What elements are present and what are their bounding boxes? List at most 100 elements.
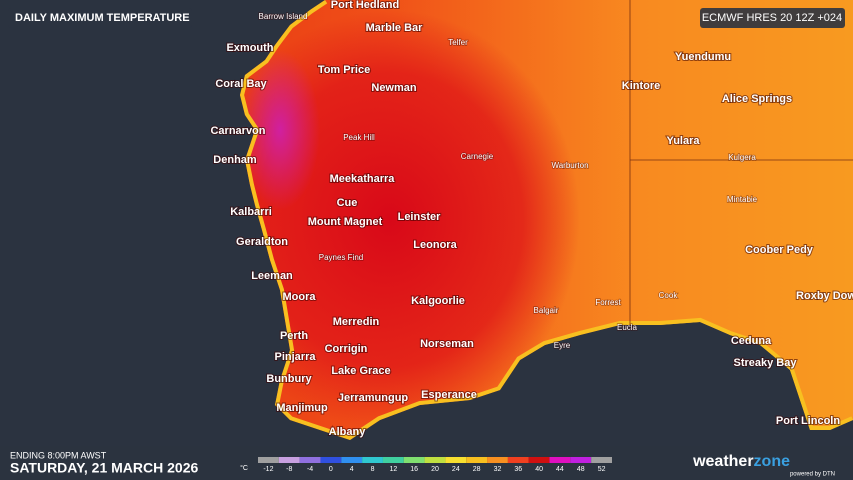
place-label: Kalbarri	[230, 206, 272, 218]
brand-part: weather	[692, 453, 753, 470]
place-label: Yulara	[666, 135, 700, 147]
place-label: Lake Grace	[331, 365, 390, 377]
legend-swatch	[382, 457, 404, 463]
legend-tick-label: 52	[598, 466, 606, 473]
legend-tick-label: 24	[452, 466, 460, 473]
legend-tick-label: 40	[535, 466, 543, 473]
place-label: Newman	[371, 82, 417, 94]
place-label-minor: Forrest	[595, 298, 621, 307]
place-label: Pinjarra	[275, 351, 317, 363]
place-label-minor: Barrow Island	[259, 12, 308, 21]
place-label: Ceduna	[731, 335, 772, 347]
forecast-date: SATURDAY, 21 MARCH 2026	[10, 460, 198, 476]
legend-tick-label: 48	[577, 466, 585, 473]
place-label: Corrigin	[325, 343, 368, 355]
legend-swatch	[299, 457, 321, 463]
place-label: Bunbury	[266, 373, 312, 385]
legend-tick-label: 32	[494, 466, 502, 473]
place-label: Esperance	[421, 389, 477, 401]
place-label-minor: Mintabie	[727, 195, 758, 204]
place-label: Coral Bay	[215, 78, 267, 90]
legend-swatch	[466, 457, 488, 463]
place-label: Exmouth	[226, 42, 273, 54]
place-label: Moora	[283, 291, 317, 303]
place-label: Kalgoorlie	[411, 295, 465, 307]
place-label: Leonora	[413, 239, 457, 251]
legend-swatch	[403, 457, 425, 463]
place-label: Geraldton	[236, 236, 288, 248]
place-label: Albany	[329, 426, 367, 438]
legend-tick-label: 0	[329, 466, 333, 473]
place-label-minor: Warburton	[551, 161, 588, 170]
place-label: Marble Bar	[366, 22, 424, 34]
place-label: Mount Magnet	[308, 216, 383, 228]
place-label-minor: Paynes Find	[319, 253, 363, 262]
ending-time: ENDING 8:00PM AWST	[10, 450, 107, 460]
place-label-minor: Telfer	[448, 38, 468, 47]
place-label-minor: Peak Hill	[343, 133, 375, 142]
place-label: Norseman	[420, 338, 474, 350]
legend-tick-label: 8	[371, 466, 375, 473]
place-label: Alice Springs	[722, 93, 792, 105]
legend-swatch	[258, 457, 279, 463]
place-label: Meekatharra	[330, 173, 396, 185]
legend-tick-label: 44	[556, 466, 564, 473]
place-label-minor: Cook	[659, 291, 679, 300]
brand: weatherzone	[692, 453, 790, 470]
place-label: Cue	[337, 197, 358, 209]
legend-unit: °C	[240, 464, 248, 472]
legend-tick-label: 4	[350, 466, 354, 473]
title-box	[8, 8, 192, 28]
place-label: Port Lincoln	[776, 415, 840, 427]
place-label: Perth	[280, 330, 308, 342]
place-label-minor: Carnegie	[461, 152, 494, 161]
legend-swatch	[487, 457, 508, 463]
place-labels: Port Hedland Marble Bar Exmouth Coral Bay To…	[209, 0, 853, 439]
legend-swatch	[341, 457, 363, 463]
place-label-minor: Eyre	[554, 341, 571, 350]
state-borders	[629, 0, 853, 325]
powered-by: powered by DTN	[790, 472, 835, 478]
place-label: Tom Price	[318, 64, 370, 76]
place-label: Merredin	[333, 316, 380, 328]
legend-swatch	[445, 457, 467, 463]
legend-tick-label: 28	[473, 466, 481, 473]
place-label: Streaky Bay	[734, 357, 798, 369]
model-run: ECMWF HRES 20 12Z +024	[702, 12, 842, 24]
place-label: Coober Pedy	[745, 244, 814, 256]
place-label-minor: Balgair	[534, 306, 559, 315]
legend-tick-label: -8	[286, 466, 292, 473]
place-label: Carnarvon	[210, 125, 265, 137]
legend-swatch	[549, 457, 571, 463]
legend-swatch	[528, 457, 550, 463]
map-title: DAILY MAXIMUM TEMPERATURE	[15, 12, 190, 24]
legend-swatch	[362, 457, 383, 463]
place-label: Roxby Dow	[796, 290, 853, 302]
legend-tick-label: -12	[263, 466, 273, 473]
legend-swatch	[570, 457, 592, 463]
color-legend: °C -12 -8 -4 0 4 8 12 16 20 24 28 32 36 40 44 48 52	[240, 457, 612, 473]
legend-tick-label: 12	[389, 466, 397, 473]
legend-swatch	[278, 457, 300, 463]
place-label: Jerramungup	[338, 392, 409, 404]
place-label-minor: Kulgera	[728, 153, 756, 162]
legend-tick-label: 16	[410, 466, 418, 473]
legend-swatch	[320, 457, 342, 463]
legend-swatch	[507, 457, 529, 463]
place-label: Denham	[213, 154, 257, 166]
legend-swatch	[424, 457, 446, 463]
place-label: Leeman	[251, 270, 293, 282]
legend-tick-label: 36	[514, 466, 522, 473]
place-label-minor: Eucla	[617, 323, 638, 332]
legend-tick-label: -4	[307, 466, 313, 473]
legend-tick-label: 20	[431, 466, 439, 473]
model-box	[700, 8, 845, 28]
place-label: Yuendumu	[675, 51, 731, 63]
place-label: Manjimup	[276, 402, 328, 414]
legend-swatch	[591, 457, 612, 463]
place-label: Port Hedland	[331, 0, 399, 11]
place-label: Leinster	[398, 211, 442, 223]
place-label: Kintore	[622, 80, 661, 92]
